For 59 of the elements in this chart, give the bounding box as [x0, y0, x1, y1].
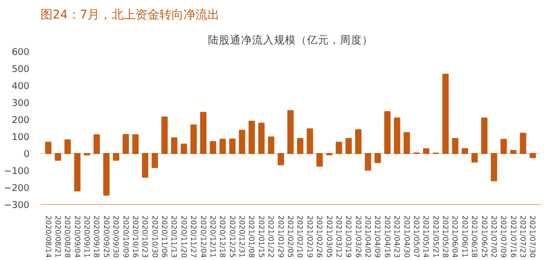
bar	[200, 112, 206, 154]
bar	[394, 117, 400, 154]
bar	[510, 150, 517, 154]
y-tick-label: 300	[12, 98, 30, 109]
bar	[64, 139, 71, 154]
bar	[161, 116, 168, 154]
y-tick-label: 600	[12, 47, 30, 58]
y-tick-label: −100	[4, 166, 30, 177]
y-tick-label: −300	[4, 200, 30, 211]
chart-subtitle: 陆股通净流入规模（亿元，周度）	[208, 34, 373, 46]
bar	[287, 110, 294, 154]
bar	[268, 136, 274, 154]
y-tick-label: 500	[12, 64, 30, 75]
bar	[364, 153, 372, 171]
bar	[238, 130, 246, 154]
y-tick-label: −200	[4, 183, 30, 194]
bar	[122, 134, 129, 154]
bar	[278, 153, 284, 166]
chart-title: 图24：7月，北上资金转向净流出	[40, 8, 220, 22]
bar	[384, 111, 391, 154]
bar	[248, 120, 255, 154]
bar	[142, 153, 148, 178]
bar	[74, 153, 80, 192]
bar	[54, 153, 62, 161]
bar	[190, 124, 197, 154]
bar	[345, 138, 352, 154]
bar	[462, 148, 468, 154]
bar	[103, 153, 110, 196]
bar	[258, 122, 265, 154]
bar	[490, 153, 498, 182]
bar	[180, 144, 188, 154]
bar	[210, 141, 216, 154]
bar	[94, 134, 100, 154]
bar	[452, 138, 458, 154]
bar	[316, 153, 323, 167]
y-tick-label: 0	[24, 149, 30, 160]
y-tick-label: 100	[12, 132, 30, 143]
bar	[229, 138, 236, 154]
bar	[442, 74, 449, 154]
bar	[530, 153, 536, 158]
bar	[152, 153, 158, 168]
y-tick-label: 400	[12, 81, 30, 92]
bar	[374, 153, 381, 164]
bar	[481, 117, 488, 154]
bar	[422, 148, 430, 154]
bar	[112, 153, 120, 161]
bar	[404, 132, 410, 154]
bar	[471, 153, 478, 162]
bar	[355, 129, 362, 154]
bar	[500, 138, 507, 154]
bar	[306, 128, 314, 154]
bar	[132, 134, 139, 154]
bar	[520, 132, 526, 154]
bar	[220, 138, 226, 154]
bar	[336, 142, 342, 154]
bar	[45, 142, 52, 154]
y-tick-label: 200	[12, 115, 30, 126]
bar	[297, 138, 304, 154]
bar	[171, 137, 178, 154]
